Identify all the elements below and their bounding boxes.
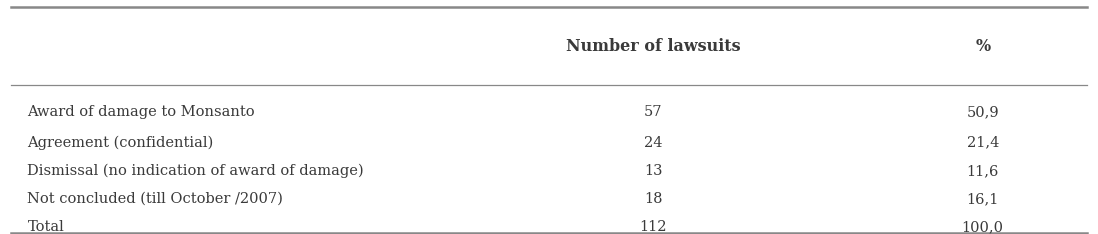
- Text: 18: 18: [645, 192, 662, 206]
- Text: Number of lawsuits: Number of lawsuits: [565, 38, 741, 55]
- Text: Dismissal (no indication of award of damage): Dismissal (no indication of award of dam…: [27, 164, 365, 178]
- Text: 11,6: 11,6: [966, 164, 999, 178]
- Text: 21,4: 21,4: [966, 136, 999, 150]
- Text: Total: Total: [27, 220, 64, 234]
- Text: 100,0: 100,0: [962, 220, 1004, 234]
- Text: 50,9: 50,9: [966, 105, 999, 119]
- Text: Award of damage to Monsanto: Award of damage to Monsanto: [27, 105, 255, 119]
- Text: %: %: [975, 38, 990, 55]
- Text: Agreement (confidential): Agreement (confidential): [27, 135, 214, 150]
- Text: 16,1: 16,1: [966, 192, 999, 206]
- Text: 13: 13: [645, 164, 662, 178]
- Text: 57: 57: [645, 105, 662, 119]
- Text: 24: 24: [645, 136, 662, 150]
- Text: 112: 112: [639, 220, 668, 234]
- Text: Not concluded (till October /2007): Not concluded (till October /2007): [27, 192, 283, 206]
